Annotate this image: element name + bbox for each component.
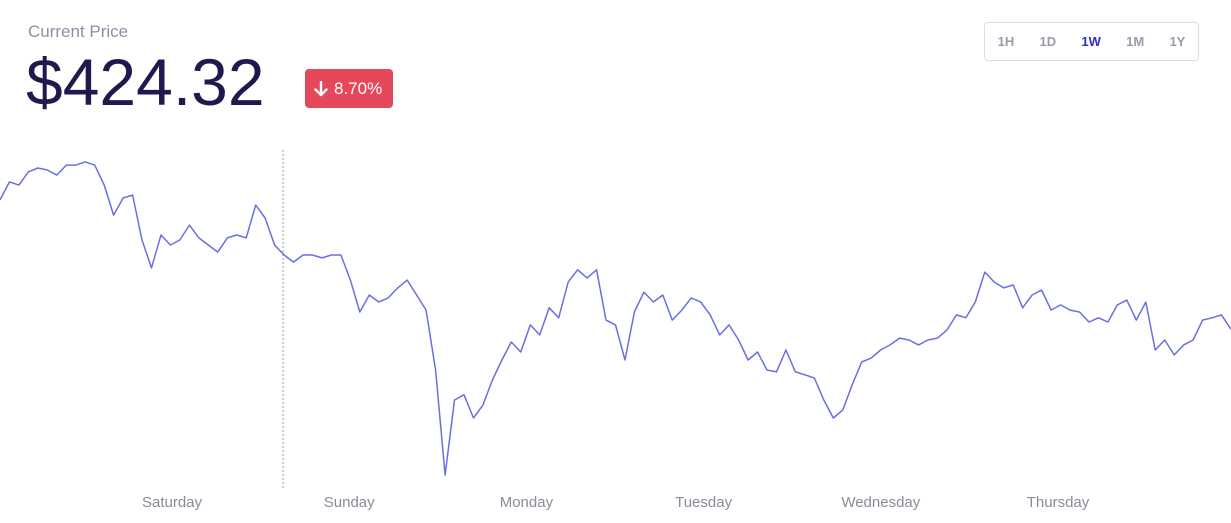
- x-tick-label: Tuesday: [675, 494, 732, 511]
- down-arrow-icon: [314, 80, 328, 96]
- change-percent: 8.70%: [334, 78, 383, 98]
- price-line: [0, 161, 1231, 476]
- range-selector: 1H 1D 1W 1M 1Y: [984, 22, 1199, 61]
- x-tick-label: Saturday: [142, 494, 203, 511]
- range-button[interactable]: 1D: [1039, 34, 1057, 49]
- range-button[interactable]: 1W: [1081, 34, 1101, 49]
- x-tick-label: Sunday: [324, 494, 375, 511]
- current-price: $424.32: [26, 45, 265, 119]
- x-tick-label: Monday: [500, 494, 554, 511]
- range-button[interactable]: 1M: [1126, 34, 1145, 49]
- range-button[interactable]: 1H: [997, 34, 1015, 49]
- x-tick-label: Wednesday: [841, 494, 920, 511]
- range-button[interactable]: 1Y: [1169, 34, 1186, 49]
- price-label: Current Price: [28, 22, 129, 41]
- x-tick-label: Thursday: [1027, 494, 1090, 511]
- change-badge: 8.70%: [305, 69, 394, 108]
